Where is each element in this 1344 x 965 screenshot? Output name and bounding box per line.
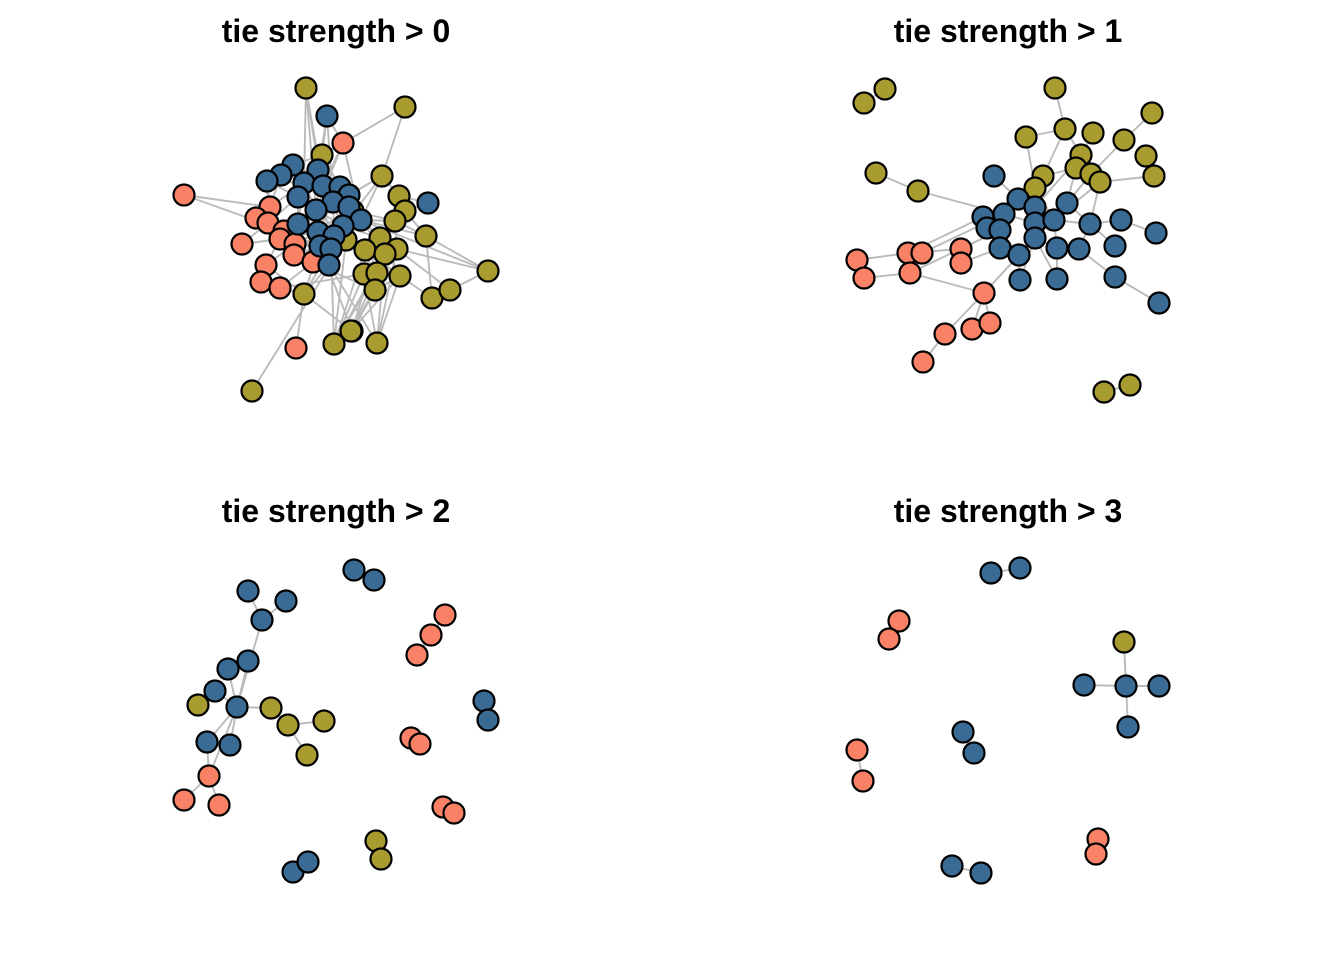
svg-text:tie strength > 2: tie strength > 2 [222,493,451,529]
svg-text:tie strength > 0: tie strength > 0 [222,13,451,49]
svg-text:tie strength > 3: tie strength > 3 [894,493,1123,529]
svg-text:tie strength > 1: tie strength > 1 [894,13,1123,49]
